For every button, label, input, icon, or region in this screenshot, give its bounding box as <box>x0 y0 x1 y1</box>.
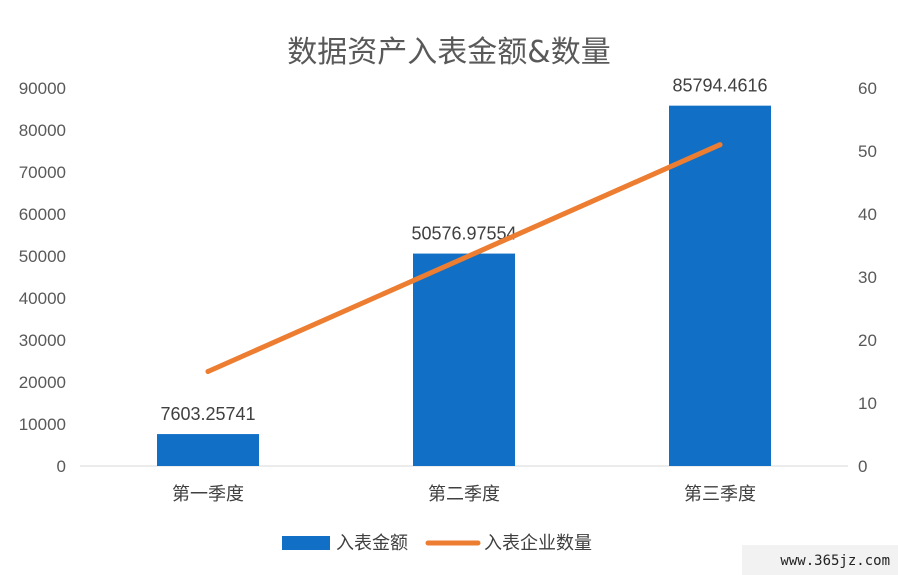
y-right-tick-label: 40 <box>858 205 877 224</box>
legend-swatch-bar <box>282 536 330 550</box>
legend-label-line: 入表企业数量 <box>484 533 592 554</box>
chart-title: 数据资产入表金额&数量 <box>287 35 610 70</box>
bar <box>413 253 515 466</box>
y-right-tick-label: 30 <box>858 268 877 287</box>
bar-series: 7603.25741 50576.97554 85794.4616 <box>157 76 771 466</box>
y-right-tick-label: 10 <box>858 394 877 413</box>
y-left-tick-label: 80000 <box>19 121 66 140</box>
bar <box>669 105 771 466</box>
bar <box>157 434 259 466</box>
footer: www.365jz.com <box>742 545 898 575</box>
y-left-tick-label: 0 <box>57 457 66 476</box>
y-left-tick-label: 10000 <box>19 415 66 434</box>
line-series <box>205 142 723 374</box>
y-left-tick-label: 20000 <box>19 373 66 392</box>
y-right-tick-label: 0 <box>858 457 867 476</box>
y-left-tick-label: 60000 <box>19 205 66 224</box>
y-left-tick-label: 50000 <box>19 247 66 266</box>
category-label: 第三季度 <box>684 484 756 505</box>
y-left-tick-label: 30000 <box>19 331 66 350</box>
bar-data-label: 85794.4616 <box>672 76 767 96</box>
category-label: 第二季度 <box>428 484 500 505</box>
legend-label-bar: 入表金额 <box>336 533 408 554</box>
left-axis: 0 10000 20000 30000 40000 50000 60000 70000 8000… <box>19 79 66 476</box>
line-point <box>461 255 467 261</box>
y-left-tick-label: 70000 <box>19 163 66 182</box>
right-axis: 0 10 20 30 40 50 60 <box>858 79 877 476</box>
line-point <box>717 142 723 148</box>
y-left-tick-label: 90000 <box>19 79 66 98</box>
y-right-tick-label: 20 <box>858 331 877 350</box>
category-labels: 第一季度 第二季度 第三季度 <box>172 484 756 505</box>
y-left-tick-label: 40000 <box>19 289 66 308</box>
bar-data-label: 50576.97554 <box>411 224 516 244</box>
footer-site: www.365jz.com <box>780 553 890 569</box>
line-point <box>205 369 211 374</box>
y-right-tick-label: 50 <box>858 142 877 161</box>
footer-background <box>742 545 898 575</box>
category-label: 第一季度 <box>172 484 244 505</box>
bar-data-label: 7603.25741 <box>160 404 255 424</box>
legend: 入表金额 入表企业数量 <box>282 533 592 554</box>
y-right-tick-label: 60 <box>858 79 877 98</box>
